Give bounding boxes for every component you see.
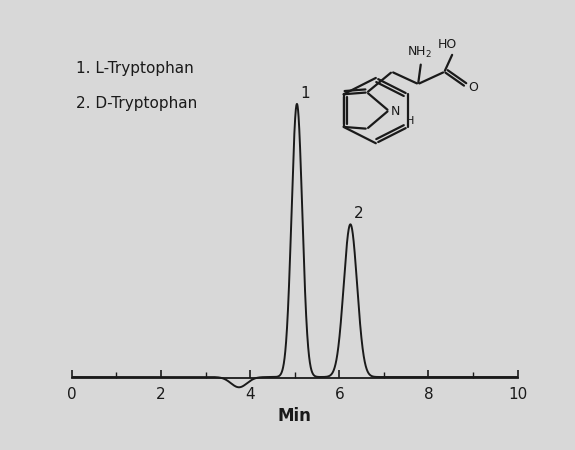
Text: 2. D-Tryptophan: 2. D-Tryptophan bbox=[76, 95, 198, 111]
Text: H: H bbox=[405, 116, 414, 126]
Text: NH$_2$: NH$_2$ bbox=[407, 45, 432, 60]
Text: 2: 2 bbox=[354, 207, 363, 221]
X-axis label: Min: Min bbox=[278, 407, 312, 425]
Text: N: N bbox=[391, 105, 401, 118]
Text: O: O bbox=[468, 81, 478, 94]
Text: HO: HO bbox=[438, 38, 457, 51]
Text: 1. L-Tryptophan: 1. L-Tryptophan bbox=[76, 61, 194, 76]
Text: 1: 1 bbox=[301, 86, 310, 101]
